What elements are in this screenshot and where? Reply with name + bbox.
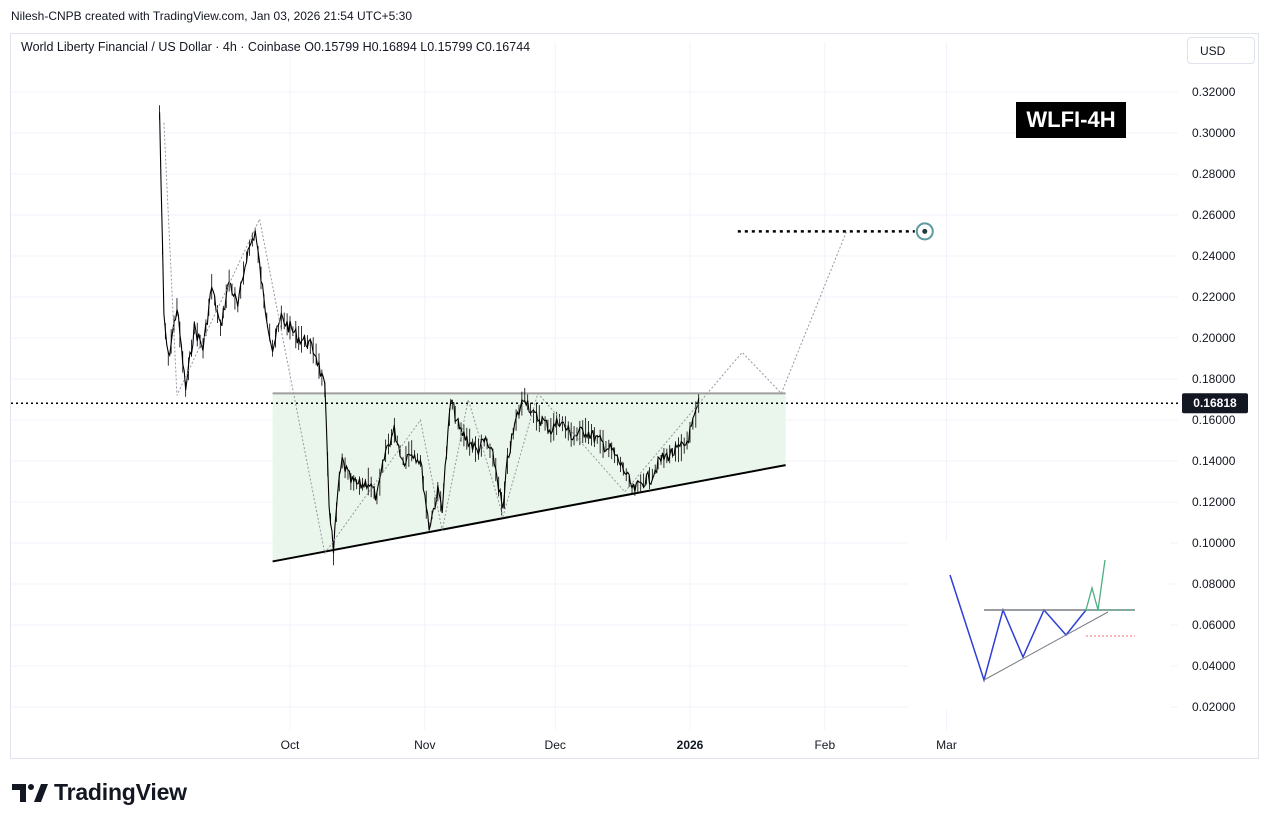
pattern-overlays: [11, 122, 1178, 563]
y-tick-label: 0.08000: [1192, 577, 1236, 591]
author-line: Nilesh-CNPB created with TradingView.com…: [11, 9, 412, 23]
pattern-zone: [272, 392, 786, 562]
currency-button[interactable]: USD: [1187, 37, 1255, 64]
y-tick-label: 0.28000: [1192, 167, 1236, 181]
target-marker-dot: [922, 228, 928, 234]
y-tick-label: 0.06000: [1192, 618, 1236, 632]
x-tick-label: Mar: [936, 738, 957, 752]
y-tick-label: 0.30000: [1192, 126, 1236, 140]
chart-frame: [10, 33, 1259, 759]
inset-background: [908, 540, 1170, 710]
inset-breakout: [1085, 559, 1106, 611]
x-tick-label: 2026: [677, 738, 704, 752]
triangle-zone: [272, 393, 786, 562]
current-price-label: 0.16818: [1193, 396, 1237, 410]
support-trendline: [272, 464, 786, 563]
x-axis: Oct Nov Dec 2026 Feb Mar: [281, 738, 957, 752]
y-tick-label: 0.02000: [1192, 700, 1236, 714]
x-tick-label: Feb: [814, 738, 835, 752]
y-tick-label: 0.14000: [1192, 454, 1236, 468]
inset-support: [983, 611, 1109, 681]
y-tick-label: 0.16000: [1192, 413, 1236, 427]
x-tick-label: Nov: [414, 738, 435, 752]
wlfi-badge: WLFI-4H: [1016, 102, 1126, 138]
y-tick-label: 0.26000: [1192, 208, 1236, 222]
y-tick-label: 0.04000: [1192, 659, 1236, 673]
zigzag-path: [163, 122, 700, 555]
y-axis: 0.32000 0.30000 0.28000 0.26000 0.24000 0.220…: [1182, 85, 1248, 714]
y-tick-label: 0.22000: [1192, 290, 1236, 304]
y-tick-label: 0.12000: [1192, 495, 1236, 509]
brand-name: TradingView: [54, 779, 187, 805]
y-tick-label: 0.10000: [1192, 536, 1236, 550]
brand[interactable]: TradingView: [12, 779, 187, 806]
y-tick-label: 0.18000: [1192, 372, 1236, 386]
price-series: [159, 105, 700, 566]
tradingview-logo-icon: [12, 783, 48, 802]
y-tick-label: 0.20000: [1192, 331, 1236, 345]
y-tick-label: 0.32000: [1192, 85, 1236, 99]
chart-legend: World Liberty Financial / US Dollar · 4h…: [21, 40, 531, 54]
y-tick-label: 0.24000: [1192, 249, 1236, 263]
x-tick-label: Dec: [545, 738, 566, 752]
x-tick-label: Oct: [281, 738, 300, 752]
projection-path: [698, 231, 847, 404]
current-price-tag: [1182, 393, 1248, 414]
pattern-inset: [908, 540, 1170, 710]
